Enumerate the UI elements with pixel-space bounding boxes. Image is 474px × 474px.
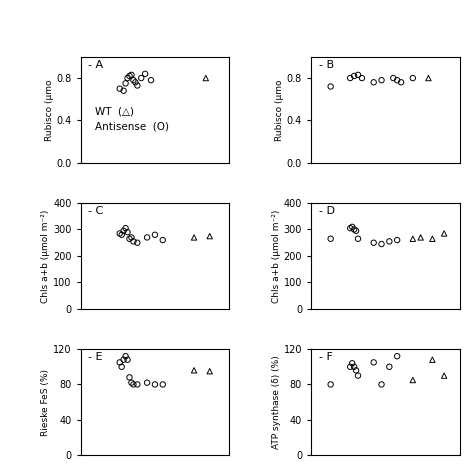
- Text: - C: - C: [88, 206, 103, 216]
- Point: [378, 240, 385, 248]
- Point: [440, 230, 448, 237]
- Point: [118, 231, 126, 238]
- Point: [134, 82, 141, 89]
- Point: [202, 74, 210, 82]
- Point: [159, 236, 166, 244]
- Point: [143, 234, 151, 241]
- Y-axis label: ATP synthase (δ) (%): ATP synthase (δ) (%): [272, 355, 281, 449]
- Y-axis label: Chls a+b (μmol m⁻²): Chls a+b (μmol m⁻²): [41, 210, 50, 302]
- Point: [129, 76, 137, 84]
- Point: [385, 363, 393, 371]
- Point: [118, 363, 126, 371]
- Point: [348, 223, 356, 231]
- Point: [370, 359, 377, 366]
- Point: [417, 234, 424, 241]
- Point: [350, 226, 358, 233]
- Point: [393, 236, 401, 244]
- Point: [124, 74, 131, 82]
- Point: [378, 381, 385, 388]
- Point: [134, 381, 141, 388]
- Point: [126, 374, 133, 381]
- Point: [385, 237, 393, 245]
- Point: [358, 74, 366, 82]
- Point: [354, 372, 362, 379]
- Point: [428, 356, 436, 364]
- Point: [116, 85, 124, 92]
- Y-axis label: Rieske FeS (%): Rieske FeS (%): [41, 369, 50, 436]
- Point: [122, 352, 129, 360]
- Point: [354, 235, 362, 243]
- Point: [397, 79, 405, 86]
- Point: [120, 227, 128, 235]
- Point: [190, 234, 198, 241]
- Point: [206, 232, 213, 240]
- Point: [206, 367, 213, 375]
- Point: [190, 366, 198, 374]
- Point: [126, 72, 133, 80]
- Text: - B: - B: [319, 60, 334, 70]
- Point: [128, 234, 135, 241]
- Point: [327, 83, 335, 91]
- Point: [393, 76, 401, 84]
- Point: [390, 74, 397, 82]
- Point: [151, 381, 159, 388]
- Point: [346, 224, 354, 232]
- Point: [128, 71, 135, 79]
- Point: [151, 231, 159, 238]
- Text: - E: - E: [88, 352, 102, 362]
- Point: [409, 376, 417, 384]
- Point: [327, 381, 335, 388]
- Point: [352, 227, 360, 235]
- Point: [128, 379, 135, 386]
- Point: [428, 235, 436, 243]
- Point: [124, 228, 131, 236]
- Point: [159, 381, 166, 388]
- Point: [354, 71, 362, 79]
- Point: [350, 363, 358, 371]
- Text: - D: - D: [319, 206, 335, 216]
- Y-axis label: Chls a+b (μmol m⁻²): Chls a+b (μmol m⁻²): [272, 210, 281, 302]
- Point: [120, 87, 128, 94]
- Point: [409, 74, 417, 82]
- Point: [352, 366, 360, 374]
- Text: - F: - F: [319, 352, 332, 362]
- Point: [440, 372, 448, 379]
- Point: [425, 74, 432, 82]
- Point: [147, 76, 155, 84]
- Point: [116, 359, 124, 366]
- Point: [327, 235, 335, 243]
- Text: WT  (△): WT (△): [95, 107, 135, 117]
- Point: [120, 356, 128, 364]
- Point: [129, 237, 137, 245]
- Point: [350, 72, 358, 80]
- Point: [409, 235, 417, 243]
- Point: [141, 70, 149, 78]
- Point: [126, 235, 133, 243]
- Point: [137, 74, 145, 82]
- Point: [346, 74, 354, 82]
- Point: [393, 352, 401, 360]
- Point: [346, 363, 354, 371]
- Point: [129, 381, 137, 388]
- Y-axis label: Rubisco (μmo: Rubisco (μmo: [275, 79, 284, 141]
- Point: [370, 239, 377, 246]
- Point: [132, 79, 139, 86]
- Point: [134, 239, 141, 246]
- Point: [370, 79, 377, 86]
- Point: [378, 76, 385, 84]
- Point: [122, 224, 129, 232]
- Point: [122, 80, 129, 87]
- Point: [348, 359, 356, 367]
- Text: - A: - A: [88, 60, 103, 70]
- Point: [143, 379, 151, 386]
- Point: [124, 356, 131, 364]
- Y-axis label: Rubisco (μmo: Rubisco (μmo: [45, 79, 54, 141]
- Point: [116, 230, 124, 237]
- Text: Antisense  (O): Antisense (O): [95, 122, 169, 132]
